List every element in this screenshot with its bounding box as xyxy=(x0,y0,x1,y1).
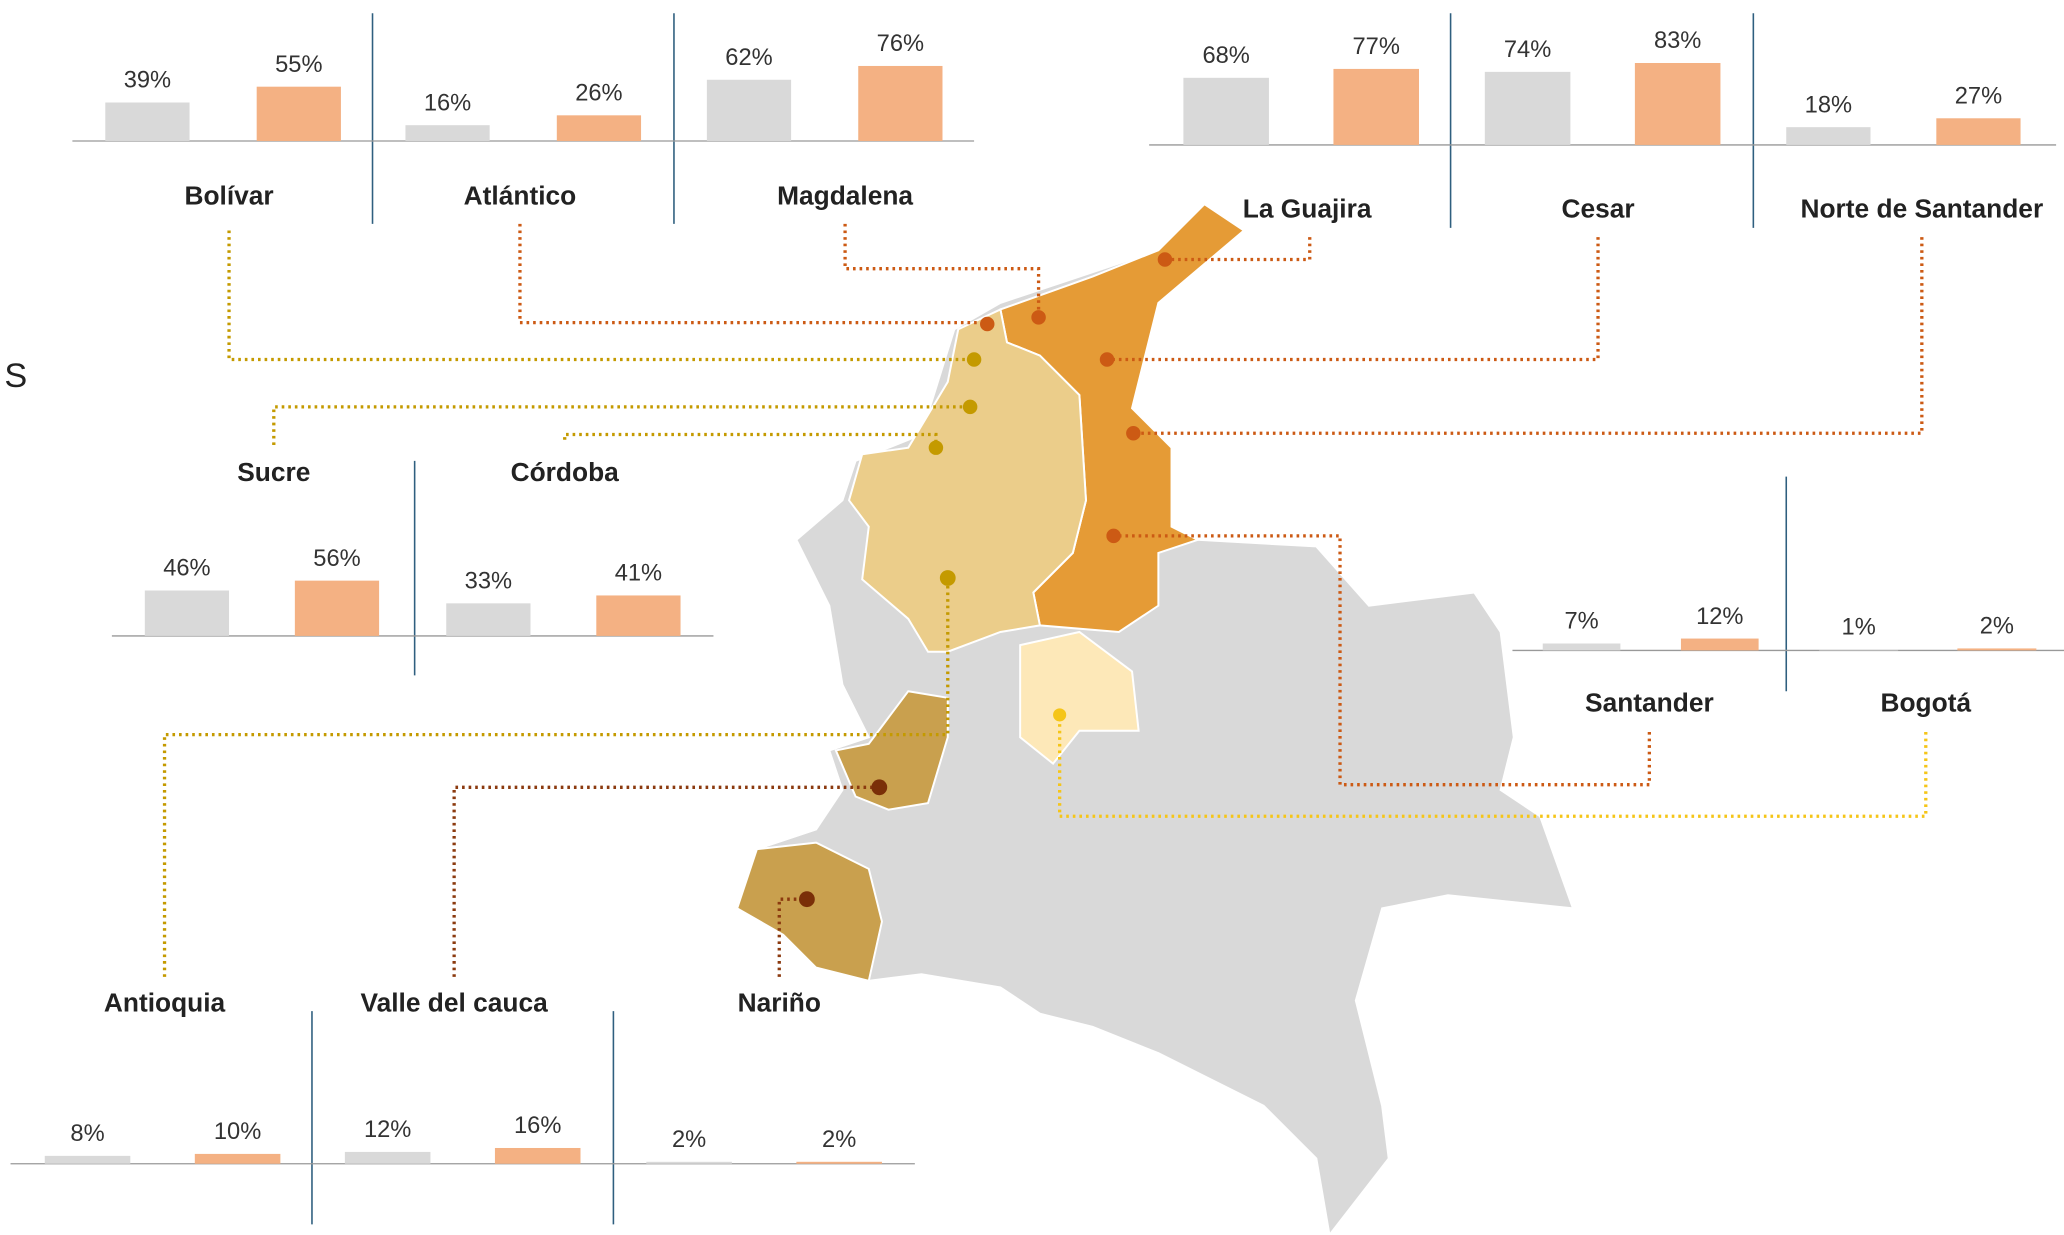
value-label: 16% xyxy=(424,90,471,116)
value-label: 41% xyxy=(615,561,662,587)
bar xyxy=(446,603,531,636)
region-label: Bogotá xyxy=(1880,687,1971,717)
bar xyxy=(344,1151,431,1164)
bar xyxy=(1819,649,1899,651)
leader xyxy=(1133,237,1924,435)
bar xyxy=(105,102,190,141)
dot xyxy=(871,779,888,796)
value-label: 10% xyxy=(214,1119,261,1145)
bar xyxy=(294,580,380,636)
leader xyxy=(1057,714,1928,818)
value-label: 46% xyxy=(163,556,210,582)
region-label: Córdoba xyxy=(511,457,620,487)
value-label: 76% xyxy=(877,31,924,57)
leader xyxy=(162,578,950,977)
value-label: 2% xyxy=(672,1127,706,1153)
bar xyxy=(1680,638,1759,651)
value-label: 12% xyxy=(1696,604,1743,630)
bar xyxy=(706,79,792,141)
bar xyxy=(556,115,642,141)
value-label: 56% xyxy=(313,546,360,572)
value-label: 18% xyxy=(1805,92,1852,118)
value-label: 2% xyxy=(1980,614,2014,640)
value-label: 8% xyxy=(70,1121,104,1147)
value-label: 12% xyxy=(364,1117,411,1143)
bar xyxy=(494,1147,581,1164)
dot xyxy=(980,316,995,332)
dot xyxy=(962,399,978,415)
charts: Bolívar 39% 55% Atlántico 16% 26% Magdalena 62%… xyxy=(44,28,2043,1164)
value-label: 33% xyxy=(465,569,512,595)
bar xyxy=(646,1161,732,1164)
dot xyxy=(939,570,956,586)
region-bogota xyxy=(1019,630,1140,765)
region-label: Atlántico xyxy=(464,181,577,211)
bar xyxy=(1183,77,1269,145)
bar xyxy=(1957,648,2037,651)
bar xyxy=(1634,62,1721,145)
leader xyxy=(843,223,1041,318)
dots xyxy=(799,252,1173,908)
value-label: 39% xyxy=(124,68,171,94)
edge-text: S xyxy=(4,357,27,395)
bar xyxy=(796,1161,882,1164)
value-label: 83% xyxy=(1654,28,1701,54)
leader xyxy=(1113,534,1652,787)
dot xyxy=(1157,252,1173,267)
bar xyxy=(256,86,341,141)
bar xyxy=(405,125,490,141)
region-label: Cesar xyxy=(1561,194,1634,224)
dot xyxy=(928,440,944,455)
bar xyxy=(1333,68,1419,145)
value-label: 2% xyxy=(822,1127,856,1153)
value-label: 16% xyxy=(514,1113,561,1139)
dot xyxy=(1031,310,1046,325)
bar xyxy=(1936,118,2021,145)
bar xyxy=(44,1155,131,1164)
region-label: Valle del cauca xyxy=(361,987,549,1017)
region-label: Nariño xyxy=(738,987,821,1017)
region-narino xyxy=(735,841,883,983)
bar xyxy=(1786,127,1871,145)
region-label: Santander xyxy=(1585,687,1714,717)
dot xyxy=(966,352,982,367)
region-label: Bolívar xyxy=(184,181,273,211)
value-label: 26% xyxy=(575,81,622,107)
region-label: Sucre xyxy=(237,457,310,487)
region-label: Norte de Santander xyxy=(1800,194,2043,224)
dot xyxy=(1106,528,1121,544)
dividers xyxy=(311,13,1788,1225)
dot xyxy=(1126,425,1141,441)
value-label: 1% xyxy=(1842,615,1876,641)
leader xyxy=(518,223,988,325)
bar xyxy=(194,1153,281,1164)
dot xyxy=(1053,708,1067,722)
leader xyxy=(1107,237,1600,362)
bar xyxy=(858,65,943,141)
region-label: Magdalena xyxy=(777,181,913,211)
value-label: 7% xyxy=(1564,609,1598,635)
bar xyxy=(144,590,230,636)
value-label: 68% xyxy=(1202,43,1249,69)
region-label: Antioquia xyxy=(104,987,226,1017)
leader xyxy=(272,405,971,446)
value-label: 62% xyxy=(725,45,772,71)
dot xyxy=(1099,352,1115,367)
value-label: 77% xyxy=(1353,34,1400,60)
map xyxy=(735,202,1575,1235)
value-label: 74% xyxy=(1504,37,1551,63)
bar xyxy=(1542,643,1621,651)
value-label: 55% xyxy=(275,52,322,78)
bar xyxy=(596,595,681,636)
leader xyxy=(227,230,975,362)
bar xyxy=(1484,71,1571,145)
region-north-west xyxy=(847,308,1087,653)
country xyxy=(735,202,1575,1235)
leader xyxy=(563,432,938,448)
region-label: La Guajira xyxy=(1243,194,1372,224)
dot xyxy=(799,891,815,908)
value-label: 27% xyxy=(1955,83,2002,109)
